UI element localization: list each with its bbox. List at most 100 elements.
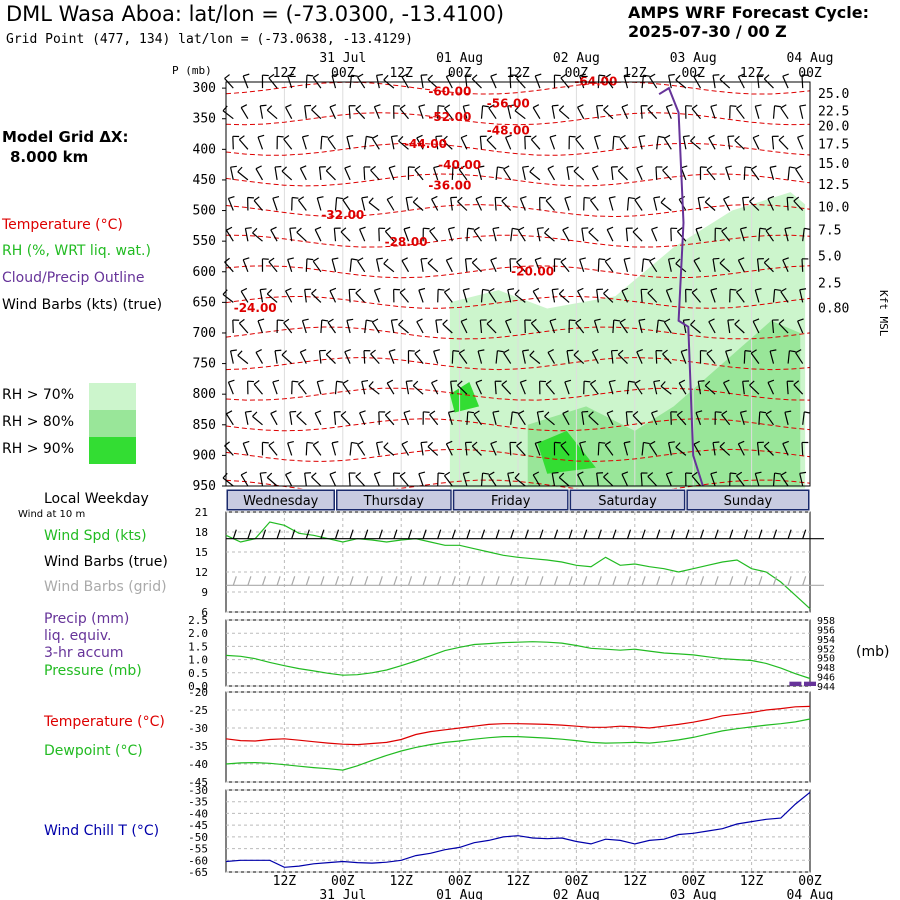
wind-barb-staff	[359, 412, 366, 426]
wind-barb-staff	[544, 232, 555, 242]
wind-barb-staff	[443, 291, 453, 303]
wind-barb-flag	[247, 380, 254, 383]
weekday-cell-highlight	[228, 491, 334, 509]
forecast-cycle-value: 2025-07-30 / 00 Z	[628, 22, 787, 41]
wind-barb	[649, 440, 658, 456]
wind-barb-staff	[355, 108, 366, 120]
wind-barb	[682, 318, 690, 334]
wind-barb	[364, 319, 373, 334]
wind-barb-staff	[767, 382, 775, 395]
top-time-tick-label: 00Z	[448, 66, 472, 81]
wind-barb-staff	[399, 108, 409, 120]
wind-barb	[329, 471, 337, 487]
wind-barb-staff	[735, 107, 745, 120]
wind-barb-flag	[281, 166, 287, 172]
wind-barb-flag	[501, 196, 508, 202]
wind-barb	[475, 195, 483, 211]
wind-barb	[405, 380, 413, 395]
wind-barb-staff	[373, 473, 380, 487]
wind-barb	[667, 441, 675, 456]
true-barb-tick	[495, 529, 500, 539]
wind-barb	[763, 441, 774, 456]
wind-barb	[238, 135, 249, 150]
wind-barb-staff	[640, 105, 643, 119]
wind-barb-staff	[378, 411, 380, 425]
wind-barb-flag	[300, 165, 307, 169]
wind-barb-flag	[529, 350, 535, 356]
wind-barb-flag	[730, 105, 737, 107]
wind-barb-staff	[296, 415, 307, 426]
wind-barb	[503, 165, 512, 181]
wind-barb-flag	[433, 165, 440, 169]
bottom-date-label: 04 Aug	[787, 888, 834, 900]
wind-barb-staff	[756, 258, 760, 272]
wind-barb-flag	[311, 472, 317, 478]
wind-barb-flag	[222, 105, 228, 112]
wind-barb	[593, 134, 601, 150]
wind-barb	[311, 472, 322, 487]
wind-barb	[534, 257, 542, 273]
true-barb-tick	[772, 529, 778, 539]
wind-barb-staff	[222, 110, 234, 120]
wind-barb-flag	[603, 105, 609, 111]
wind-barb-flag	[368, 197, 374, 203]
wind-barb-staff	[224, 78, 234, 89]
panel-tick-label: -60	[188, 854, 208, 867]
wind-barb-staff	[539, 381, 541, 395]
wind-barb-flag	[734, 319, 740, 325]
wind-barb-staff	[283, 138, 293, 150]
wind-barb-flag	[384, 410, 391, 416]
wind-barb	[492, 410, 500, 425]
wind-barb-staff	[551, 289, 556, 303]
wind-barb	[566, 165, 574, 180]
wind-barb	[626, 196, 635, 211]
wind-barb	[778, 319, 789, 334]
pressure-tick-label: 900	[193, 448, 216, 463]
wind-barb	[729, 472, 737, 487]
wind-barb	[414, 165, 424, 181]
wind-barb	[370, 349, 380, 365]
wind-barb	[603, 105, 614, 120]
wind-chill-panel-label: Wind Chill T (°C)	[44, 823, 160, 839]
wind-barb	[514, 289, 526, 303]
wind-barb	[510, 227, 519, 242]
wind-barb	[407, 166, 415, 180]
wind-barb-flag	[467, 411, 475, 414]
wind-barb-staff	[545, 200, 555, 211]
wind-barb-flag	[723, 379, 730, 384]
wind-barb-staff	[407, 166, 410, 180]
wind-barb-flag	[325, 349, 332, 355]
wind-barb-flag	[399, 471, 406, 477]
wind-barb	[685, 472, 692, 487]
wind-barb	[638, 318, 646, 334]
wind-barb-staff	[649, 76, 658, 89]
wind-barb-staff	[734, 323, 745, 334]
wind-barb-staff	[237, 171, 249, 181]
wind-barb-staff	[466, 411, 469, 425]
wind-barb-flag	[782, 257, 789, 261]
grid-barb-tick	[612, 576, 617, 586]
wind-barb	[488, 104, 497, 120]
wind-barb	[680, 349, 688, 364]
wind-barb-flag	[458, 349, 465, 354]
pressure-tick-label: 800	[193, 387, 216, 402]
wind-barb-flag	[505, 134, 512, 138]
height-tick-label: 17.5	[818, 137, 849, 152]
wind-barb-staff	[544, 416, 555, 426]
height-tick-label: 22.5	[818, 104, 849, 119]
model-grid-value: 8.000 km	[10, 148, 89, 166]
wind-barb	[704, 380, 716, 395]
pressure-tick-label: 950	[193, 479, 216, 494]
wind-barb	[495, 350, 504, 364]
wind-barb-flag	[458, 165, 465, 170]
bottom-time-tick-label: 12Z	[740, 874, 764, 889]
wind-barb	[625, 411, 633, 425]
wind-barb-flag	[391, 318, 398, 321]
wind-barb-flag	[427, 74, 433, 80]
wind-barb	[737, 257, 745, 273]
wind-barb	[422, 411, 430, 425]
wind-barb	[355, 104, 366, 120]
wind-barb	[253, 196, 263, 211]
wind-barb	[663, 318, 672, 334]
wind-barb-flag	[708, 134, 715, 139]
